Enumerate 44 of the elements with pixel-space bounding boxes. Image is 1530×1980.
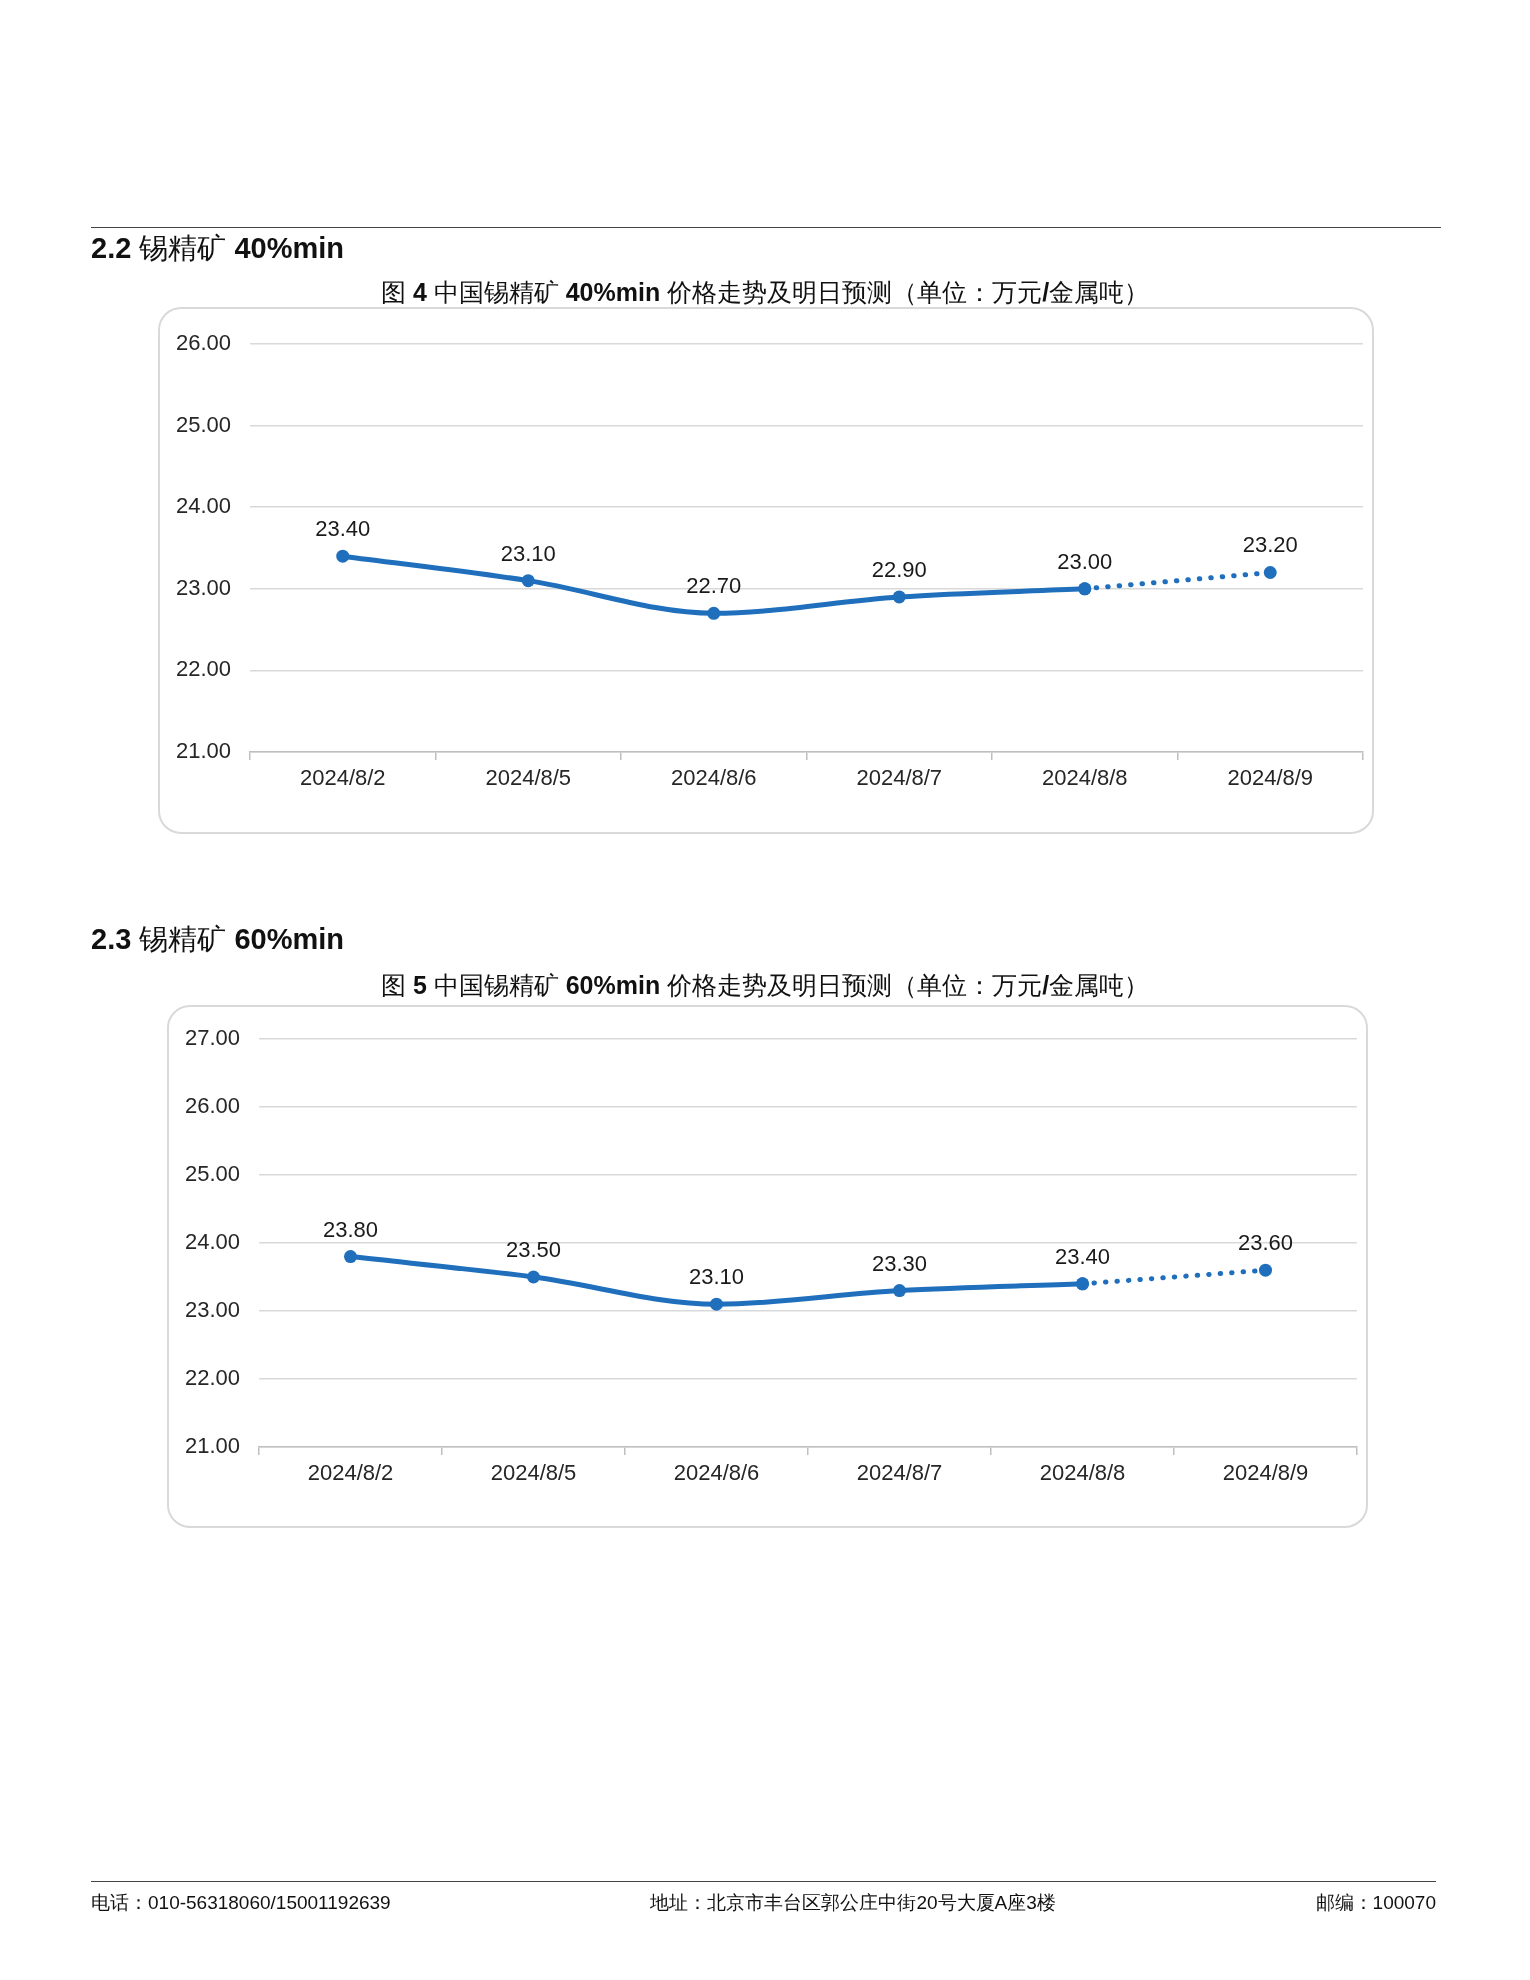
x-tick-label: 2024/8/2 <box>299 765 386 791</box>
y-tick-label: 23.00 <box>184 1297 240 1323</box>
y-tick-label: 22.00 <box>175 656 231 682</box>
chart-title: 图 4 中国锡精矿 40%min 价格走势及明日预测（单位：万元/金属吨） <box>380 277 1150 307</box>
y-tick-label: 24.00 <box>175 493 231 519</box>
y-tick-label: 27.00 <box>184 1025 240 1051</box>
data-label: 23.20 <box>1242 532 1298 558</box>
x-tick-label: 2024/8/9 <box>1227 765 1314 791</box>
y-tick-label: 21.00 <box>175 738 231 764</box>
y-tick-label: 26.00 <box>175 330 231 356</box>
data-label: 23.10 <box>500 540 556 566</box>
y-tick-label: 25.00 <box>175 411 231 437</box>
x-tick-label: 2024/8/8 <box>1039 1460 1126 1486</box>
y-tick-label: 21.00 <box>184 1433 240 1459</box>
data-label: 23.50 <box>505 1237 562 1262</box>
data-label: 23.30 <box>871 1250 928 1276</box>
y-tick-label: 26.00 <box>184 1093 240 1119</box>
y-tick-label: 22.00 <box>184 1365 240 1391</box>
data-label: 22.90 <box>871 556 927 582</box>
data-label: 22.70 <box>686 573 742 599</box>
data-label: 23.40 <box>1054 1243 1111 1269</box>
y-tick-label: 23.00 <box>175 574 231 600</box>
x-tick-label: 2024/8/7 <box>856 765 943 791</box>
text: 2.2 锡精矿 40%min <box>91 231 345 266</box>
text: 2.3 锡精矿 60%min <box>91 922 345 957</box>
x-tick-label: 2024/8/6 <box>670 765 757 791</box>
data-label: 23.40 <box>315 516 371 542</box>
x-tick-label: 2024/8/9 <box>1222 1460 1309 1486</box>
y-tick-label: 24.00 <box>184 1229 240 1255</box>
text: 地址：北京市丰台区郭公庄中街20号大厦A座3楼 <box>650 1892 1056 1915</box>
chart-title: 图 5 中国锡精矿 60%min 价格走势及明日预测（单位：万元/金属吨） <box>380 970 1150 1000</box>
data-label: 23.80 <box>322 1216 379 1242</box>
x-tick-label: 2024/8/8 <box>1041 765 1128 791</box>
data-label: 23.60 <box>1237 1230 1294 1256</box>
data-label: 23.10 <box>688 1264 745 1290</box>
x-tick-label: 2024/8/7 <box>856 1460 943 1486</box>
y-tick-label: 25.00 <box>184 1161 240 1187</box>
x-tick-label: 2024/8/6 <box>673 1460 760 1486</box>
data-label: 23.00 <box>1057 548 1113 574</box>
text: 邮编：100070 <box>1315 1892 1436 1915</box>
x-tick-label: 2024/8/2 <box>307 1460 394 1486</box>
x-tick-label: 2024/8/5 <box>485 765 572 791</box>
text: 电话：010-56318060/15001192639 <box>91 1892 391 1915</box>
x-tick-label: 2024/8/5 <box>490 1460 577 1486</box>
